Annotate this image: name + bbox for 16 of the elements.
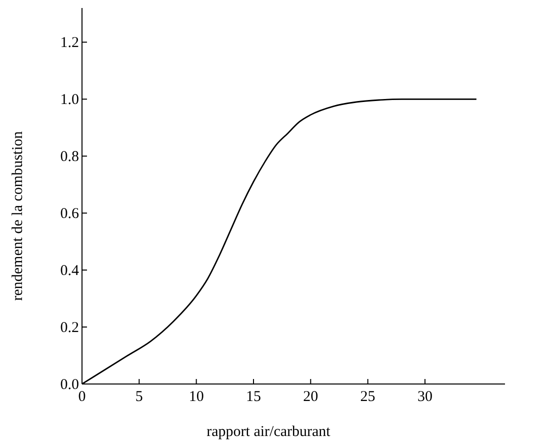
x-tick-label: 20 [303,389,318,405]
y-axis-title: rendement de la combustion [10,130,26,301]
y-tick-label: 0.0 [60,377,79,393]
y-tick-label: 0.6 [60,206,80,222]
y-tick-label: 1.0 [60,92,79,108]
x-tick-label: 15 [246,389,261,405]
x-tick-label: 5 [135,389,143,405]
y-tick-label: 1.2 [60,35,79,52]
y-tick-label: 0.2 [60,320,79,336]
x-axis-title: rapport air/carburant [206,424,332,440]
x-tick-label: 10 [188,389,204,405]
x-tick-label: 30 [417,389,432,405]
y-tick-label: 0.4 [60,263,80,280]
x-tick-label: 0 [78,389,86,405]
y-tick-label: 0.8 [60,149,79,166]
x-tick-label: 25 [360,389,376,405]
